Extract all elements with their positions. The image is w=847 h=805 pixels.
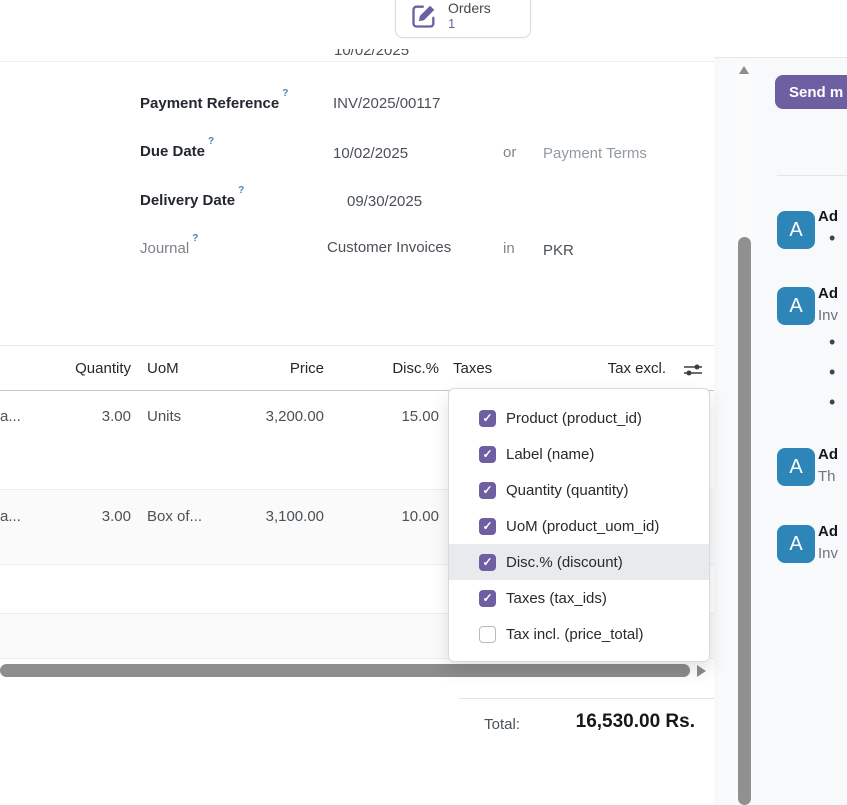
table-top-border: [0, 345, 714, 346]
scroll-up-arrow-icon[interactable]: [739, 66, 749, 74]
row-separator: [0, 564, 714, 565]
menu-item-label: Taxes (tax_ids): [506, 589, 607, 607]
sale-orders-stat-button[interactable]: Sale Orders 1: [395, 0, 531, 38]
line-cell-label[interactable]: a...: [0, 408, 20, 425]
scroll-right-arrow-icon[interactable]: [697, 665, 706, 677]
payment-reference-value[interactable]: INV/2025/00117: [333, 95, 441, 112]
payment-reference-label-text: Payment Reference: [140, 95, 280, 112]
line-cell-uom[interactable]: Units: [147, 408, 182, 425]
message-bullet: •: [829, 392, 836, 412]
payment-terms-placeholder[interactable]: Payment Terms: [543, 145, 647, 162]
menu-item-quantity[interactable]: Quantity (quantity): [449, 472, 709, 508]
optional-columns-dropdown: Product (product_id) Label (name) Quanti…: [448, 388, 710, 662]
chatter-panel: [714, 0, 847, 805]
checkbox[interactable]: [479, 409, 496, 427]
line-cell-disc[interactable]: 10.00: [401, 508, 439, 525]
message-bullet: •: [829, 228, 836, 248]
message-bullet: •: [829, 332, 836, 352]
chatter-divider: [777, 175, 847, 176]
row-separator: [0, 613, 714, 614]
avatar[interactable]: A: [777, 525, 815, 563]
journal-label: Journal?: [140, 233, 198, 257]
menu-item-tax-incl[interactable]: Tax incl. (price_total): [449, 616, 709, 652]
message-subtitle: Inv: [818, 545, 839, 562]
avatar[interactable]: A: [777, 211, 815, 249]
column-header-taxes: Taxes: [453, 360, 493, 377]
checkbox[interactable]: [479, 445, 496, 463]
message-bullet: •: [829, 362, 836, 382]
due-date-label: Due Date?: [140, 136, 214, 160]
header-divider: [0, 61, 714, 62]
line-cell-uom[interactable]: Box of...: [147, 508, 203, 525]
stat-button-label: Sale Orders: [448, 0, 491, 16]
line-cell-price[interactable]: 3,200.00: [265, 408, 324, 425]
row-separator: [0, 658, 714, 659]
column-header-tax-excl: Tax excl.: [607, 360, 666, 377]
horizontal-scrollbar-thumb[interactable]: [0, 664, 690, 677]
column-header-price: Price: [289, 360, 324, 377]
total-label: Total:: [484, 716, 520, 733]
stat-button-text: Sale Orders 1: [448, 0, 520, 32]
currency-value[interactable]: PKR: [543, 242, 574, 259]
menu-item-label: Tax incl. (price_total): [506, 625, 644, 643]
due-date-value[interactable]: 10/02/2025: [333, 145, 409, 162]
menu-item-label: Quantity (quantity): [506, 481, 629, 499]
journal-value[interactable]: Customer Invoices: [327, 239, 452, 256]
menu-item-taxes[interactable]: Taxes (tax_ids): [449, 580, 709, 616]
total-value: 16,530.00 Rs.: [575, 711, 695, 732]
help-icon[interactable]: ?: [208, 136, 215, 147]
menu-item-disc[interactable]: Disc.% (discount): [449, 544, 709, 580]
stat-button-count: 1: [448, 16, 456, 31]
checkbox[interactable]: [479, 553, 496, 571]
edit-icon: [410, 2, 438, 30]
column-header-disc: Disc.%: [392, 360, 439, 377]
help-icon[interactable]: ?: [282, 88, 289, 99]
menu-item-label: Disc.% (discount): [506, 553, 623, 571]
menu-item-uom[interactable]: UoM (product_uom_id): [449, 508, 709, 544]
due-date-label-text: Due Date: [140, 143, 206, 160]
delivery-date-value[interactable]: 09/30/2025: [347, 193, 423, 210]
total-divider: [459, 698, 714, 699]
line-cell-quantity[interactable]: 3.00: [101, 508, 131, 525]
row-separator: [0, 489, 714, 490]
checkbox[interactable]: [479, 625, 496, 643]
message-author: Ad: [818, 285, 838, 302]
invoice-date-value-clipped[interactable]: 10/02/2025: [334, 49, 444, 62]
chatter-panel-top: [714, 0, 847, 58]
column-header-quantity: Quantity: [75, 360, 131, 377]
avatar[interactable]: A: [777, 448, 815, 486]
checkbox[interactable]: [479, 481, 496, 499]
line-cell-quantity[interactable]: 3.00: [101, 408, 131, 425]
line-cell-price[interactable]: 3,100.00: [265, 508, 324, 525]
checkbox[interactable]: [479, 589, 496, 607]
delivery-date-label-text: Delivery Date: [140, 192, 236, 209]
payment-reference-label: Payment Reference?: [140, 88, 288, 112]
in-separator: in: [503, 240, 515, 257]
menu-item-label: Product (product_id): [506, 409, 642, 427]
optional-columns-icon[interactable]: [683, 362, 703, 378]
vertical-scrollbar-thumb[interactable]: [738, 237, 751, 805]
menu-item-label-name[interactable]: Label (name): [449, 436, 709, 472]
message-author: Ad: [818, 523, 838, 540]
delivery-date-label: Delivery Date?: [140, 185, 244, 209]
avatar[interactable]: A: [777, 287, 815, 325]
help-icon[interactable]: ?: [192, 233, 199, 244]
line-cell-disc[interactable]: 15.00: [401, 408, 439, 425]
checkbox[interactable]: [479, 517, 496, 535]
journal-label-text: Journal: [140, 240, 190, 257]
menu-item-label: Label (name): [506, 445, 595, 463]
help-icon[interactable]: ?: [238, 185, 245, 196]
line-cell-label[interactable]: a...: [0, 508, 20, 525]
table-header-border: [0, 390, 714, 391]
message-author: Ad: [818, 208, 838, 225]
message-subtitle: Inv: [818, 307, 839, 324]
message-subtitle: Th: [818, 468, 836, 485]
menu-item-label: UoM (product_uom_id): [506, 517, 660, 535]
menu-item-product[interactable]: Product (product_id): [449, 400, 709, 436]
invoice-date-text: 10/02/2025: [334, 49, 410, 59]
or-separator: or: [503, 144, 517, 161]
column-header-uom: UoM: [147, 360, 179, 377]
message-author: Ad: [818, 446, 838, 463]
send-message-button[interactable]: Send m: [775, 75, 847, 109]
